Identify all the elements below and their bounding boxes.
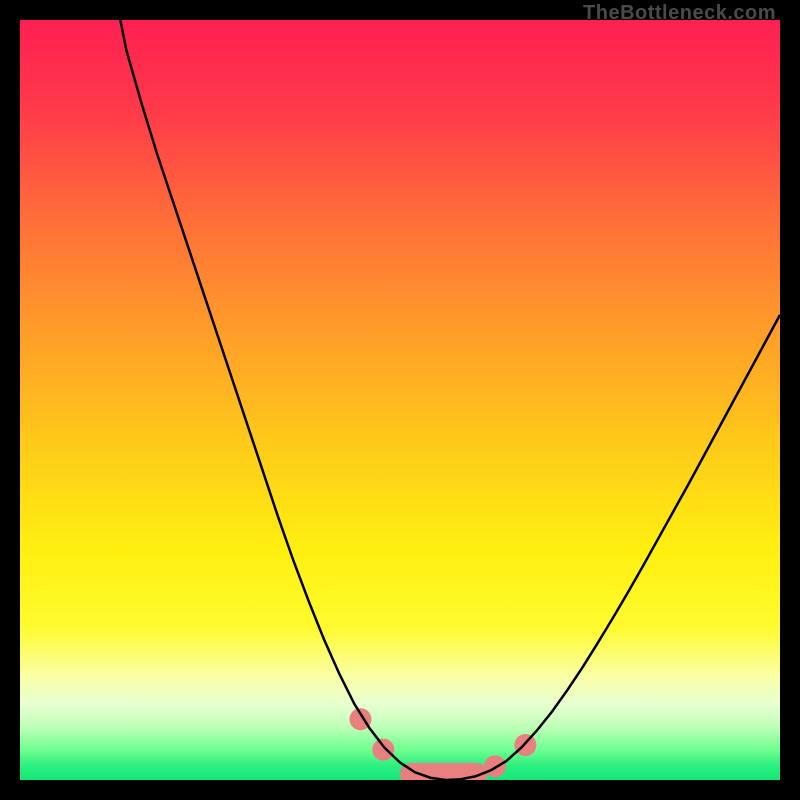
- bottleneck-chart: [20, 20, 780, 780]
- marker-point: [514, 734, 536, 756]
- marker-point: [372, 739, 394, 761]
- marker-point: [484, 755, 506, 777]
- chart-background: [20, 20, 780, 780]
